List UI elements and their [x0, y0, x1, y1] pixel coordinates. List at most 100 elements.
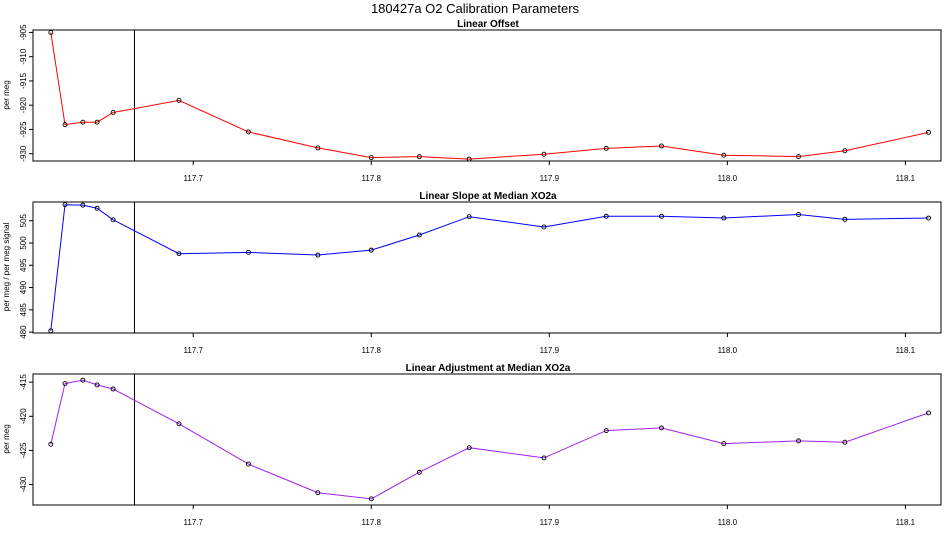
data-point: [842, 216, 848, 222]
y-tick-label: 495: [19, 258, 28, 272]
panel-linear-offset: Linear Offset per meg 117.7 117.8 117.9 118…: [2, 19, 942, 183]
x-tick-label: 117.8: [362, 174, 382, 183]
data-point: [245, 129, 251, 135]
data-point: [62, 122, 68, 128]
data-point: [315, 145, 321, 151]
data-point: [62, 381, 68, 387]
y-tick-label: 490: [19, 280, 28, 294]
y-axis-label: per meg / per meg signal: [2, 223, 11, 312]
data-point: [541, 224, 547, 230]
data-point: [94, 205, 100, 211]
panel-title: Linear Offset: [457, 19, 519, 30]
series-line: [50, 32, 929, 160]
data-point: [796, 154, 802, 160]
data-point: [466, 214, 472, 220]
y-tick-label: -910: [19, 48, 28, 65]
x-tick-label: 117.9: [540, 346, 560, 355]
y-tick-label: 500: [19, 236, 28, 250]
plot-frame: [32, 373, 942, 506]
x-tick-label: 118.0: [718, 518, 738, 527]
x-tick-label: 118.1: [896, 174, 916, 183]
data-point: [94, 119, 100, 125]
y-tick-label: -430: [19, 476, 28, 493]
data-point: [368, 155, 374, 161]
x-tick-label: 118.0: [718, 174, 738, 183]
data-point: [796, 438, 802, 444]
series-line: [50, 204, 929, 331]
data-point: [176, 421, 182, 427]
data-point: [48, 441, 54, 447]
data-point: [603, 428, 609, 434]
y-tick-label: -920: [19, 97, 28, 114]
x-tick-label: 117.8: [362, 346, 382, 355]
data-point: [466, 156, 472, 162]
data-point: [659, 425, 664, 431]
data-point: [110, 110, 116, 115]
x-tick-label: 117.9: [540, 174, 560, 183]
data-point: [368, 496, 374, 502]
x-tick-label: 117.7: [184, 346, 204, 355]
panel-title: Linear Slope at Median XO2a: [419, 191, 557, 202]
data-point: [541, 455, 547, 461]
data-point: [245, 249, 251, 255]
data-point: [176, 251, 182, 257]
x-tick-label: 117.8: [362, 518, 382, 527]
y-tick-label: -420: [19, 408, 28, 425]
data-point: [721, 215, 727, 221]
data-point: [721, 441, 727, 447]
data-point: [926, 410, 931, 416]
data-point: [842, 439, 848, 445]
panel-linear-adjustment: Linear Adjustment at Median XO2a per meg…: [2, 363, 942, 527]
data-point: [466, 445, 472, 451]
data-point: [48, 328, 54, 334]
data-point: [416, 154, 422, 160]
plot-frame: [32, 201, 942, 334]
x-tick-label: 118.0: [718, 346, 738, 355]
data-point: [796, 212, 802, 217]
data-point: [416, 469, 422, 475]
data-point: [541, 151, 547, 157]
x-tick-label: 117.9: [540, 518, 560, 527]
y-tick-label: 505: [19, 213, 28, 227]
y-tick-label: -925: [19, 121, 28, 138]
y-tick-label: -425: [19, 442, 28, 459]
x-tick-label: 118.1: [896, 346, 916, 355]
data-point: [368, 247, 374, 253]
data-point: [659, 213, 664, 219]
x-tick-label: 117.7: [184, 174, 204, 183]
panel-linear-slope: Linear Slope at Median XO2a per meg / pe…: [2, 191, 942, 355]
data-point: [842, 148, 848, 154]
data-point: [721, 152, 727, 158]
data-point: [315, 490, 321, 496]
y-tick-label: -905: [19, 24, 28, 41]
data-point: [926, 129, 931, 135]
x-tick-label: 118.1: [896, 518, 916, 527]
data-point: [603, 213, 609, 219]
y-tick-label: -915: [19, 72, 28, 89]
y-tick-label: 485: [19, 303, 28, 317]
data-point: [48, 29, 54, 35]
data-point: [80, 377, 86, 383]
plot-frame: [32, 29, 942, 162]
figure-title: 180427a O2 Calibration Parameters: [371, 1, 580, 16]
y-tick-label: -930: [19, 145, 28, 162]
y-axis-label: per meg: [2, 424, 11, 453]
panel-title: Linear Adjustment at Median XO2a: [406, 363, 571, 374]
data-point: [94, 382, 100, 388]
y-tick-label: 480: [19, 325, 28, 339]
data-point: [926, 215, 931, 221]
data-point: [659, 143, 664, 149]
data-point: [80, 202, 86, 208]
y-axis-label: per meg: [2, 80, 11, 109]
data-point: [416, 232, 422, 238]
data-point: [315, 252, 321, 258]
data-point: [603, 145, 609, 151]
data-point: [62, 202, 68, 208]
data-point: [176, 97, 182, 103]
data-point: [245, 461, 251, 467]
data-point: [110, 386, 116, 392]
x-tick-label: 117.7: [184, 518, 204, 527]
data-point: [110, 217, 116, 223]
series-line: [50, 379, 929, 500]
